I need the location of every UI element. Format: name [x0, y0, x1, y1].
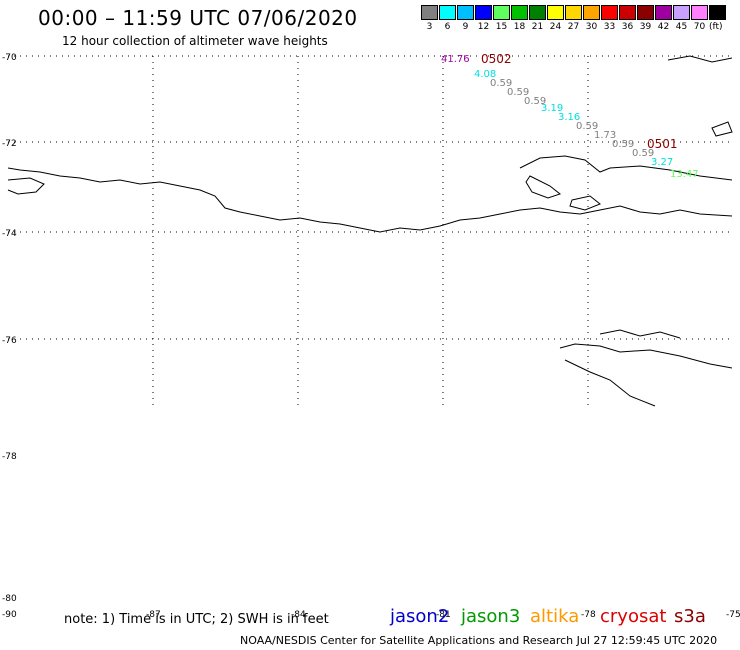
legend-swatch-label: 45 — [675, 22, 688, 32]
wave-height-label: 0.59 — [612, 139, 634, 150]
wave-height-label: 0.59 — [507, 87, 529, 98]
coastline-ne1 — [667, 55, 733, 63]
lon-label: -78 — [581, 610, 596, 620]
legend-swatch-label: 9 — [462, 22, 469, 32]
legend-swatch-label: 42 — [657, 22, 670, 32]
wave-height-label: 41.76 — [441, 54, 470, 65]
satellite-jason2: jason2 — [390, 606, 450, 627]
legend-swatch-label: 18 — [513, 22, 526, 32]
coastline-south2 — [599, 329, 681, 339]
wave-height-label: 0.59 — [490, 78, 512, 89]
page-subtitle: 12 hour collection of altimeter wave hei… — [62, 34, 328, 48]
legend-swatch — [583, 5, 600, 20]
coastline-islet — [569, 195, 601, 211]
wave-height-label: 0.59 — [576, 121, 598, 132]
lat-label: -76 — [2, 336, 17, 346]
legend-swatch-label: 70 — [693, 22, 706, 32]
longitude-labels: -87 -84 -81 -78 -75 — [146, 610, 740, 620]
legend-swatch — [457, 5, 474, 20]
legend-swatch — [439, 5, 456, 20]
lon-label: -81 — [436, 610, 451, 620]
wave-height-label: 3.27 — [651, 157, 673, 168]
coastline-main — [7, 167, 733, 233]
pass-time-labels: 0502 0501 — [481, 52, 678, 151]
legend-swatch — [691, 5, 708, 20]
legend-swatch — [655, 5, 672, 20]
coastline-south3 — [564, 359, 656, 407]
legend-swatch — [547, 5, 564, 20]
satellite-cryosat: cryosat — [600, 606, 667, 627]
wave-height-label: 3.19 — [541, 103, 563, 114]
coastline-island — [519, 155, 733, 181]
wave-height-label: 0.59 — [632, 148, 654, 159]
legend-swatch — [421, 5, 438, 20]
satellite-jason3: jason3 — [461, 606, 521, 627]
legend-swatch — [709, 5, 726, 20]
legend-swatch-label: 39 — [639, 22, 652, 32]
wave-height-label: 0.59 — [524, 96, 546, 107]
lon-label: -75 — [726, 610, 740, 620]
legend-unit: (ft) — [709, 22, 723, 32]
legend-swatch — [511, 5, 528, 20]
legend-swatch-label: 3 — [426, 22, 433, 32]
wave-height-label: 13.47 — [670, 169, 699, 180]
legend-swatch-label: 15 — [495, 22, 508, 32]
page-title: 00:00 – 11:59 UTC 07/06/2020 — [38, 6, 358, 30]
legend-swatch — [673, 5, 690, 20]
lon-label: -87 — [146, 610, 161, 620]
legend-swatch — [565, 5, 582, 20]
wave-height-label: 3.16 — [558, 112, 580, 123]
graticule — [8, 55, 732, 406]
satellite-s3a: s3a — [674, 606, 706, 627]
legend-swatch-label: 21 — [531, 22, 544, 32]
legend-swatch — [601, 5, 618, 20]
footnote: note: 1) Time is in UTC; 2) SWH is in fe… — [64, 612, 329, 627]
lat-label: -74 — [2, 229, 17, 239]
wave-height-label: 4.08 — [474, 69, 496, 80]
legend-swatch — [493, 5, 510, 20]
legend-swatch-label: 27 — [567, 22, 580, 32]
wave-height-labels: 41.76 4.08 0.59 0.59 0.59 3.19 3.16 0.59… — [441, 54, 699, 180]
legend-swatch-label: 33 — [603, 22, 616, 32]
legend-swatch-label: 30 — [585, 22, 598, 32]
legend-swatch — [475, 5, 492, 20]
lat-label: -70 — [2, 53, 17, 63]
legend-swatch-label: 12 — [477, 22, 490, 32]
wave-height-label: 1.73 — [594, 130, 616, 141]
lat-label: -72 — [2, 139, 17, 149]
legend-swatch — [619, 5, 636, 20]
credit-footer: NOAA/NESDIS Center for Satellite Applica… — [240, 634, 718, 647]
legend-swatch-label: 6 — [444, 22, 451, 32]
legend-swatch — [529, 5, 546, 20]
lat-label: -90 — [2, 610, 17, 620]
pass-time-label: 0501 — [647, 137, 678, 151]
pass-time-label: 0502 — [481, 52, 512, 66]
coastline-ne2 — [711, 121, 733, 137]
coastline — [7, 55, 733, 407]
satellite-altika: altika — [530, 606, 580, 627]
latitude-labels: -70 -72 -74 -76 -78 -80 -90 — [2, 53, 17, 620]
lat-label: -78 — [2, 452, 17, 462]
coastline-inlet — [525, 175, 562, 199]
legend-swatch-label: 36 — [621, 22, 634, 32]
lon-label: -84 — [291, 610, 306, 620]
coastline-south — [559, 343, 733, 369]
lat-label: -80 — [2, 594, 17, 604]
legend-swatch — [637, 5, 654, 20]
legend-swatch-label: 24 — [549, 22, 562, 32]
coastline-west — [7, 177, 45, 195]
